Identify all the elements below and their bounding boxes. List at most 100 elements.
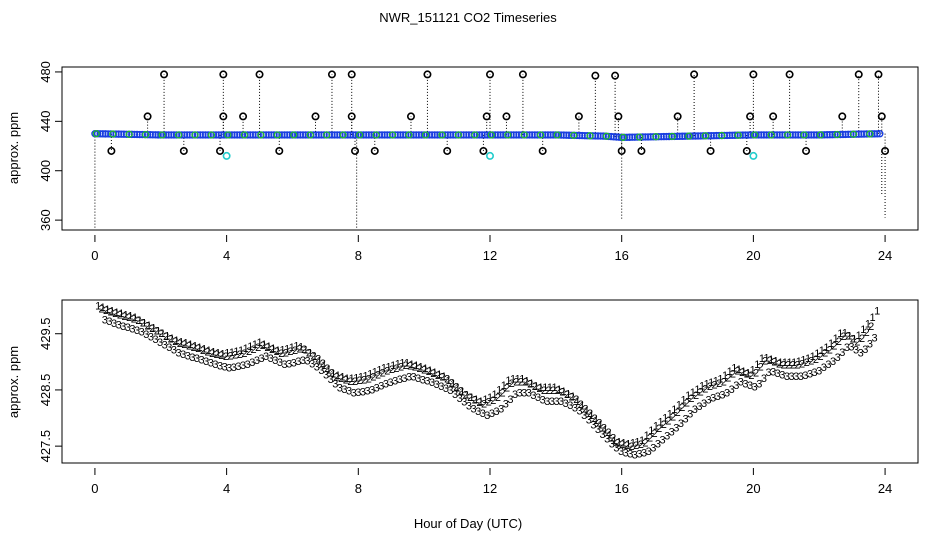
series-2-marker: 2	[546, 385, 552, 397]
bottom-x-tick-label: 12	[483, 481, 497, 496]
top-secondary-point	[570, 131, 578, 139]
series-2-marker: 2	[251, 344, 257, 356]
top-baseline-point	[452, 131, 460, 139]
top-baseline-point	[612, 133, 621, 141]
top-baseline-point	[710, 131, 718, 140]
top-spike-point	[485, 70, 494, 79]
series-3-marker: 3	[835, 352, 841, 364]
top-secondary-point	[537, 131, 545, 139]
series-2-marker: 2	[781, 360, 787, 372]
top-baseline-point	[615, 133, 623, 141]
series-2-marker: 2	[569, 391, 575, 403]
series-1-marker: 1	[492, 389, 498, 401]
series-3-marker: 3	[779, 370, 785, 382]
series-3-marker: 3	[544, 396, 550, 408]
series-2-marker: 2	[306, 347, 312, 359]
series-2-marker: 2	[624, 440, 630, 452]
top-spike-point	[219, 70, 228, 79]
series-1-marker: 1	[542, 382, 548, 394]
series-2-marker: 2	[785, 360, 791, 372]
top-y-axis-label: approx. ppm	[6, 112, 21, 184]
top-baseline-point	[133, 130, 141, 139]
series-3-marker: 3	[812, 367, 818, 379]
series-1-marker: 1	[164, 331, 170, 343]
series-3-marker: 3	[139, 326, 145, 338]
top-spike-point	[611, 71, 620, 80]
top-secondary-point	[833, 130, 841, 139]
top-spike-point	[617, 146, 626, 155]
top-baseline-point	[623, 133, 631, 141]
series-3-marker: 3	[383, 379, 389, 391]
top-baseline-point	[204, 131, 212, 139]
series-3-marker: 3	[369, 385, 375, 397]
series-2-marker: 2	[264, 342, 270, 354]
top-baseline-point	[776, 131, 784, 139]
top-baseline-point	[876, 130, 884, 138]
top-baseline-point	[412, 131, 420, 139]
top-secondary-point	[438, 131, 446, 139]
series-2-marker: 2	[320, 358, 326, 370]
series-3-marker: 3	[268, 353, 274, 365]
series-2-marker: 2	[467, 392, 473, 404]
series-1-marker: 1	[289, 342, 295, 354]
series-1-marker: 1	[459, 387, 465, 399]
series-3-marker: 3	[696, 401, 702, 413]
series-1-marker: 1	[515, 374, 521, 386]
series-3-marker: 3	[526, 388, 532, 400]
top-baseline-point	[562, 131, 571, 139]
series-2-marker: 2	[555, 385, 561, 397]
series-1-marker: 1	[727, 366, 733, 378]
top-baseline-point	[449, 131, 457, 139]
series-1-marker: 1	[220, 348, 226, 360]
series-2-marker: 2	[352, 376, 358, 388]
top-baseline-point	[183, 131, 191, 139]
top-baseline-point	[286, 131, 294, 139]
series-3-marker: 3	[420, 374, 426, 386]
top-baseline-point	[644, 133, 652, 141]
series-1-marker: 1	[759, 353, 765, 365]
series-1-marker: 1	[367, 369, 373, 381]
top-secondary-point	[685, 132, 693, 140]
top-spike-point	[749, 70, 758, 79]
top-baseline-point	[675, 132, 684, 140]
top-spike-point	[479, 146, 488, 155]
series-2-marker: 2	[412, 362, 418, 374]
top-baseline-point	[649, 133, 657, 141]
series-3-marker: 3	[134, 325, 140, 337]
series-3-marker: 3	[659, 434, 665, 446]
series-2-marker: 2	[536, 383, 542, 395]
series-2-marker: 2	[486, 397, 492, 409]
series-2-marker: 2	[665, 415, 671, 427]
top-spike-point	[351, 146, 360, 155]
top-baseline-point	[394, 131, 402, 139]
top-baseline-point	[723, 131, 731, 140]
series-3-marker: 3	[300, 355, 306, 367]
series-3-marker: 3	[364, 386, 370, 398]
series-3-marker: 3	[466, 401, 472, 413]
series-1-marker: 1	[413, 360, 419, 372]
top-secondary-point	[224, 131, 232, 139]
top-baseline-point	[483, 131, 492, 139]
series-3-marker: 3	[429, 377, 435, 389]
series-3-marker: 3	[553, 396, 559, 408]
series-2-marker: 2	[804, 357, 810, 369]
top-baseline-point	[581, 131, 589, 140]
series-3-marker: 3	[452, 389, 458, 401]
top-spike-point	[538, 146, 547, 155]
series-1-marker: 1	[575, 396, 581, 408]
top-secondary-point	[816, 131, 825, 139]
series-1-marker: 1	[584, 405, 590, 417]
series-2-marker: 2	[559, 387, 565, 399]
series-3-marker: 3	[586, 415, 592, 427]
series-3-marker: 3	[641, 448, 647, 460]
top-baseline-point	[786, 131, 794, 139]
series-1-marker: 1	[787, 357, 793, 369]
series-2-marker: 2	[642, 438, 648, 450]
series-3-marker: 3	[494, 406, 500, 418]
series-1-marker: 1	[736, 364, 742, 376]
top-secondary-point	[290, 131, 298, 139]
top-x-tick-label: 0	[91, 248, 98, 263]
series-1-marker: 1	[192, 340, 198, 352]
top-baseline-point	[170, 131, 178, 139]
